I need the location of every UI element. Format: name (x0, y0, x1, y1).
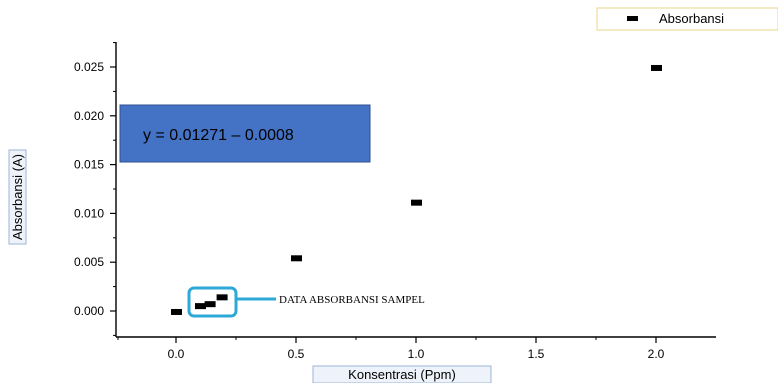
data-point (204, 301, 216, 308)
x-tick-label: 0.0 (168, 347, 185, 361)
y-tick-label: 0.025 (74, 60, 104, 74)
data-point (171, 308, 182, 315)
legend: Absorbansi (596, 7, 778, 31)
y-tick-label: 0.005 (74, 255, 104, 269)
x-tick-label: 0.5 (288, 347, 305, 361)
data-point (195, 303, 206, 310)
y-axis-title: Absorbansi (A) (10, 154, 25, 240)
data-points (171, 64, 662, 315)
sample-annotation: DATA ABSORBANSI SAMPEL (187, 286, 425, 318)
x-tick-label: 2.0 (648, 347, 665, 361)
x-axis-title: Konsentrasi (Ppm) (348, 367, 456, 382)
data-point (216, 294, 228, 301)
data-point (651, 64, 662, 71)
x-axis-title-group: Konsentrasi (Ppm) (312, 365, 492, 383)
x-axis-title-box (312, 365, 492, 383)
x-tick-label: 1.0 (408, 347, 425, 361)
x-tick-label: 1.5 (528, 347, 545, 361)
y-tick-label: 0.000 (74, 304, 104, 318)
data-point (291, 255, 302, 262)
y-tick-label: 0.015 (74, 158, 104, 172)
sample-highlight-box (187, 286, 238, 318)
y-tick-label: 0.010 (74, 206, 104, 220)
legend-marker (627, 16, 638, 21)
data-point (411, 199, 422, 206)
legend-label: Absorbansi (659, 11, 724, 26)
y-axis-title-box (8, 149, 27, 245)
equation-text: y = 0.01271 – 0.0008 (143, 127, 294, 144)
equation-box: y = 0.01271 – 0.0008 (119, 104, 371, 163)
y-axis-title-group: Absorbansi (A) (8, 149, 27, 245)
equation-box-bg (119, 104, 371, 163)
sample-annotation-text: DATA ABSORBANSI SAMPEL (279, 294, 425, 306)
legend-box (596, 7, 778, 31)
y-tick-label: 0.020 (74, 109, 104, 123)
axes: 0.0 0.5 1.0 1.5 2.0 0.000 0.005 0.010 0.015 0.020… (74, 42, 716, 361)
